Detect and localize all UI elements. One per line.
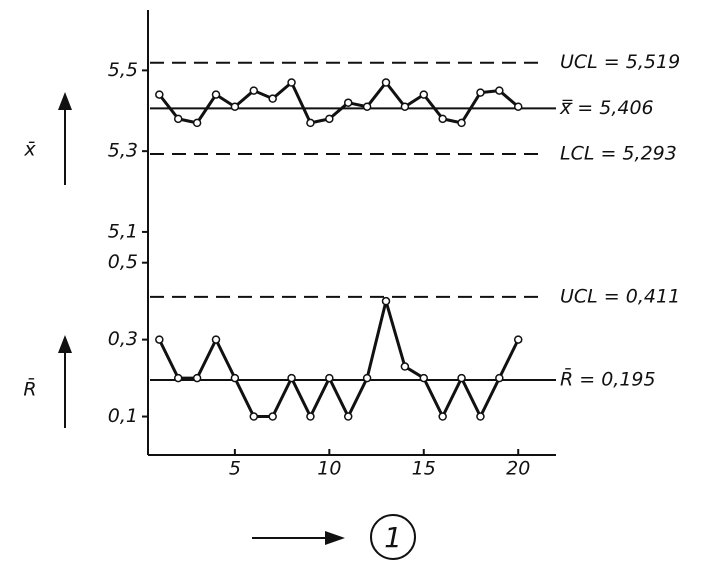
- arrow-head: [58, 335, 72, 353]
- x-tick-label: 5: [229, 458, 241, 480]
- data-point: [362, 373, 372, 383]
- data-line: [158, 81, 520, 125]
- y-tick-label: 0,3: [108, 328, 138, 350]
- data-point: [230, 102, 240, 111]
- data-point: [513, 102, 523, 111]
- data-point: [381, 296, 391, 306]
- data-point: [287, 373, 296, 383]
- reference-label: LCL = 5,293: [560, 142, 677, 164]
- data-point: [173, 114, 183, 124]
- data-point: [268, 94, 277, 103]
- y-tick-label: 5,5: [108, 59, 138, 81]
- data-point: [155, 90, 164, 99]
- data-point: [211, 335, 221, 344]
- data-point: [513, 335, 523, 344]
- data-point: [438, 114, 447, 124]
- data-point: [306, 412, 315, 421]
- data-point: [343, 412, 353, 421]
- data-point: [325, 373, 334, 383]
- data-point: [325, 114, 334, 124]
- x-tick-label: 10: [317, 458, 341, 480]
- x-tick-label: 20: [506, 458, 530, 480]
- data-point: [230, 373, 240, 383]
- data-point: [362, 102, 372, 111]
- data-point: [192, 118, 202, 128]
- data-point: [457, 373, 466, 383]
- data-point: [457, 118, 466, 128]
- data-line: [157, 299, 520, 419]
- data-point: [419, 90, 429, 99]
- data-point: [495, 86, 504, 95]
- data-point: [249, 412, 259, 421]
- y-tick-label: 5,3: [108, 140, 138, 162]
- annotation: 1: [384, 521, 402, 554]
- data-point: [268, 412, 277, 421]
- reference-label: R̄ = 0,195: [560, 366, 656, 390]
- annotation-circle: [370, 514, 416, 560]
- data-point: [343, 98, 353, 107]
- data-point: [438, 412, 447, 421]
- y-axis-label: x̄: [23, 139, 36, 161]
- y-tick-label: 5,1: [108, 220, 138, 242]
- data-point: [306, 118, 315, 128]
- y-axis-label: R̄: [23, 376, 36, 400]
- y-tick-label: 0,5: [108, 251, 138, 273]
- data-point: [400, 102, 410, 111]
- data-point: [400, 362, 410, 371]
- data-point: [476, 88, 485, 97]
- y-tick-label: 0,1: [108, 405, 138, 427]
- data-point: [476, 412, 485, 421]
- data-point: [173, 373, 183, 383]
- data-point: [249, 86, 259, 95]
- data-point: [419, 373, 429, 383]
- data-point: [155, 335, 164, 344]
- data-point: [381, 78, 391, 87]
- data-point: [211, 90, 221, 99]
- data-point: [287, 78, 296, 87]
- arrow-head: [325, 531, 345, 545]
- data-point: [192, 373, 202, 383]
- reference-label: UCL = 5,519: [560, 51, 680, 73]
- reference-label: x̿ = 5,406: [559, 97, 654, 119]
- reference-label: UCL = 0,411: [560, 285, 680, 307]
- x-tick-label: 15: [412, 458, 436, 480]
- arrow-head: [58, 92, 72, 110]
- data-point: [495, 373, 504, 383]
